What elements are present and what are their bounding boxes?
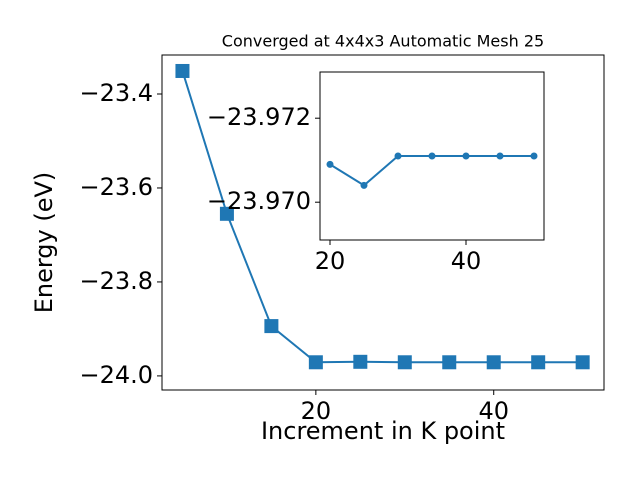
x-tick-label: 20 [301,397,332,425]
marker [496,152,504,160]
y-tick-label: −23.8 [79,267,153,295]
marker [428,152,436,160]
x-axis-label: Increment in K point [261,417,505,445]
y-axis-label: Energy (eV) [30,172,58,314]
marker [462,152,470,160]
marker [175,63,190,78]
marker [308,355,323,370]
marker [360,181,368,189]
x-tick-label: 20 [315,247,346,275]
marker [486,355,501,370]
y-tick-label: −23.4 [79,79,153,107]
y-tick-label: −23.970 [207,187,311,215]
marker [353,354,368,369]
marker [575,355,590,370]
chart-title: Converged at 4x4x3 Automatic Mesh 25 [222,32,544,51]
x-tick-label: 40 [478,397,509,425]
marker [394,152,402,160]
marker [397,355,412,370]
x-tick-label: 40 [451,247,482,275]
y-tick-label: −23.6 [79,173,153,201]
axes-frame [319,71,545,241]
marker [264,319,279,334]
y-tick-label: −24.0 [79,361,153,389]
marker [442,355,457,370]
marker [530,152,538,160]
series-line [181,70,583,364]
marker [531,355,546,370]
y-tick-label: −23.972 [207,103,311,131]
marker [219,206,234,221]
axes-frame [161,54,605,391]
marker [326,160,334,168]
